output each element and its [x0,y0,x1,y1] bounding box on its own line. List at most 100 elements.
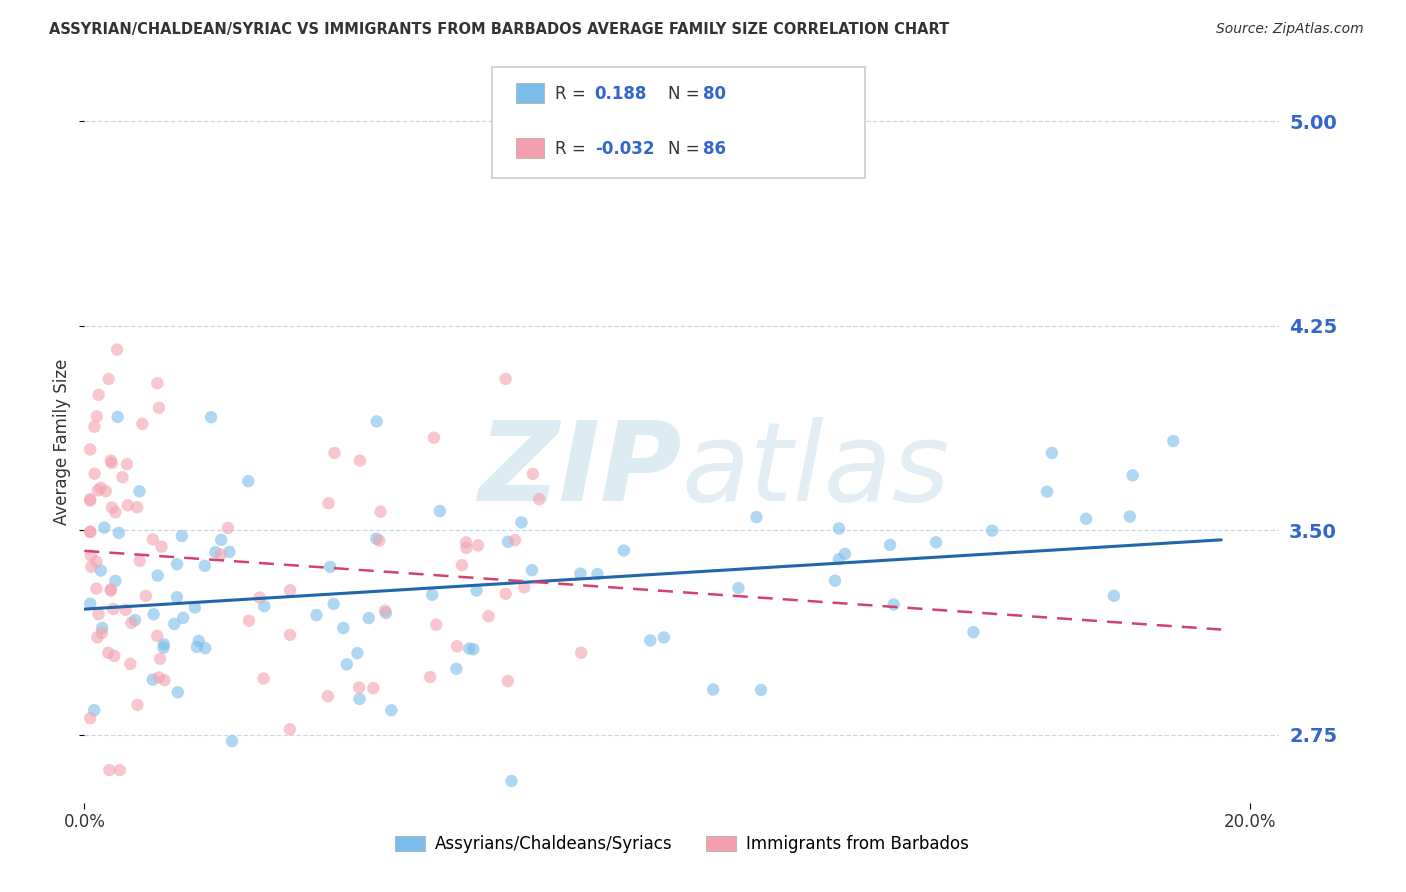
Point [586,567,609,582]
Point [446,640,468,654]
Point [316,690,339,704]
Point [458,641,481,656]
Point [745,510,768,524]
Point [90,564,112,578]
Point [186,640,208,654]
Text: -0.032: -0.032 [595,140,654,158]
Point [100,582,122,597]
Point [429,504,451,518]
Point [368,533,391,548]
Point [172,611,194,625]
Point [322,597,344,611]
Point [142,607,165,622]
Point [204,545,226,559]
Point [166,558,188,572]
Point [253,599,276,614]
Point [221,734,243,748]
Point [187,634,209,648]
Text: N =: N = [668,140,699,158]
Point [128,484,150,499]
Point [80,549,103,563]
Point [496,534,519,549]
Point [1102,589,1125,603]
Point [166,685,188,699]
Point [86,409,108,424]
Point [569,566,592,581]
Point [456,541,478,555]
Point [142,533,165,547]
Point [94,484,117,499]
Point [107,409,129,424]
Point [101,500,124,515]
Point [149,652,172,666]
Point [495,587,517,601]
Point [79,493,101,508]
Point [380,703,402,717]
Point [105,343,128,357]
Point [962,625,984,640]
Point [883,598,905,612]
Point [120,657,142,671]
Point [131,417,153,431]
Point [319,560,342,574]
Point [194,641,217,656]
Point [83,419,105,434]
Point [451,558,474,573]
Point [127,698,149,712]
Point [423,431,446,445]
Point [103,602,125,616]
Point [87,387,110,401]
Point [834,547,856,561]
Point [749,683,772,698]
Point [1122,468,1144,483]
Point [217,521,239,535]
Point [153,637,176,651]
Point [170,529,193,543]
Point [370,505,392,519]
Point [98,763,121,777]
Point [652,631,675,645]
Point [981,524,1004,538]
Point [80,560,103,574]
Point [107,525,129,540]
Point [640,633,662,648]
Legend: Assyrians/Chaldeans/Syriacs, Immigrants from Barbados: Assyrians/Chaldeans/Syriacs, Immigrants … [388,828,976,860]
Y-axis label: Average Family Size: Average Family Size [53,359,72,524]
Point [366,532,388,546]
Point [79,524,101,539]
Point [332,621,354,635]
Point [1161,434,1184,448]
Point [90,481,112,495]
Point [522,467,544,481]
Point [346,646,368,660]
Point [93,520,115,534]
Point [374,604,396,618]
Point [305,608,328,623]
Point [349,453,371,467]
Point [152,640,174,655]
Text: Source: ZipAtlas.com: Source: ZipAtlas.com [1216,22,1364,37]
Text: ZIP: ZIP [478,417,682,524]
Point [97,646,120,660]
Point [184,600,207,615]
Point [86,582,108,596]
Point [252,672,274,686]
Point [83,467,105,481]
Point [86,630,108,644]
Point [79,524,101,539]
Point [363,681,385,695]
Point [114,603,136,617]
Point [163,616,186,631]
Point [166,591,188,605]
Text: 86: 86 [703,140,725,158]
Point [925,535,948,549]
Point [104,574,127,588]
Point [425,617,447,632]
Point [100,583,122,598]
Point [463,642,485,657]
Point [1074,512,1097,526]
Point [79,711,101,725]
Point [238,474,260,488]
Point [824,574,846,588]
Point [828,521,851,535]
